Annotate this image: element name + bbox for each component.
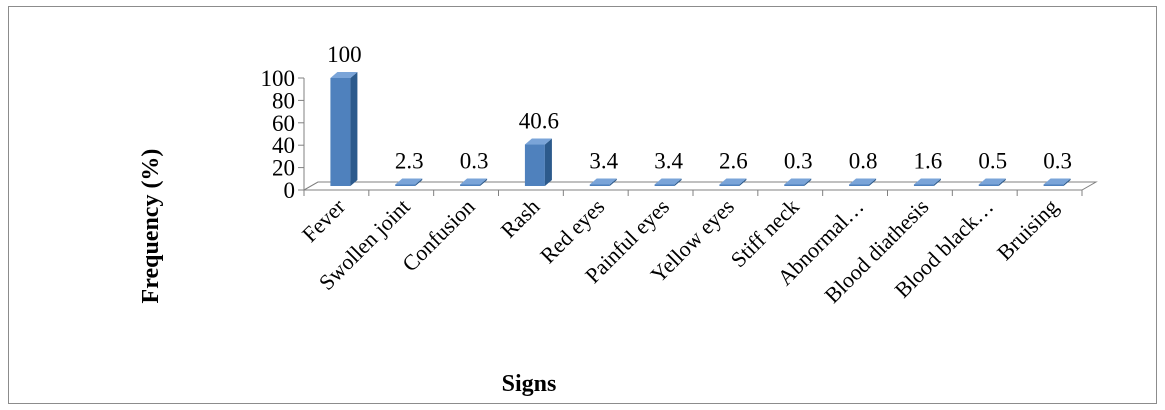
y-tick-label: 20 [272, 156, 295, 181]
bar-side [545, 139, 552, 186]
data-label: 100 [327, 42, 362, 67]
bar-front [590, 185, 610, 187]
data-label: 0.8 [849, 149, 878, 174]
bar-front [979, 185, 999, 187]
bar-front [460, 185, 480, 187]
data-label: 1.6 [914, 149, 943, 174]
data-label: 0.3 [1043, 149, 1072, 174]
floor-plane [304, 182, 1096, 190]
bar-front [1044, 185, 1064, 187]
data-label: 2.3 [395, 149, 424, 174]
data-label: 0.5 [978, 149, 1007, 174]
category-label: Fever [297, 193, 351, 247]
data-label: 40.6 [519, 109, 559, 134]
bar-front [914, 185, 934, 187]
category-label: Bruising [992, 194, 1063, 265]
bar-front [784, 185, 804, 187]
x-axis-title: Signs [502, 371, 557, 397]
y-tick-label: 60 [272, 111, 295, 136]
bar-front [655, 185, 675, 187]
data-label: 0.3 [460, 149, 489, 174]
y-tick-label: 40 [272, 133, 295, 158]
bar-front [330, 78, 350, 186]
data-label: 3.4 [589, 149, 618, 174]
bar-front [395, 185, 415, 187]
bar-front [849, 185, 869, 187]
category-label: Confusion [397, 194, 480, 277]
y-tick-label: 100 [261, 66, 296, 91]
data-label: 3.4 [654, 149, 683, 174]
category-label: Rash [496, 194, 545, 243]
data-label: 0.3 [784, 149, 813, 174]
bar-front [525, 145, 545, 186]
y-tick-label: 0 [284, 178, 296, 203]
bar [525, 139, 552, 186]
data-labels: 100 2.3 0.3 40.6 3.4 3.4 2.6 0.3 0.8 1.6 0.5 0.3 [327, 42, 1072, 174]
bars [330, 72, 1070, 186]
bar-front [719, 185, 739, 187]
data-label: 2.6 [719, 149, 748, 174]
chart-floor [304, 182, 1096, 190]
bar-side [350, 72, 357, 186]
bar [330, 72, 357, 186]
y-tick-label: 80 [272, 88, 295, 113]
y-axis-title: Frequency (%) [138, 149, 164, 304]
